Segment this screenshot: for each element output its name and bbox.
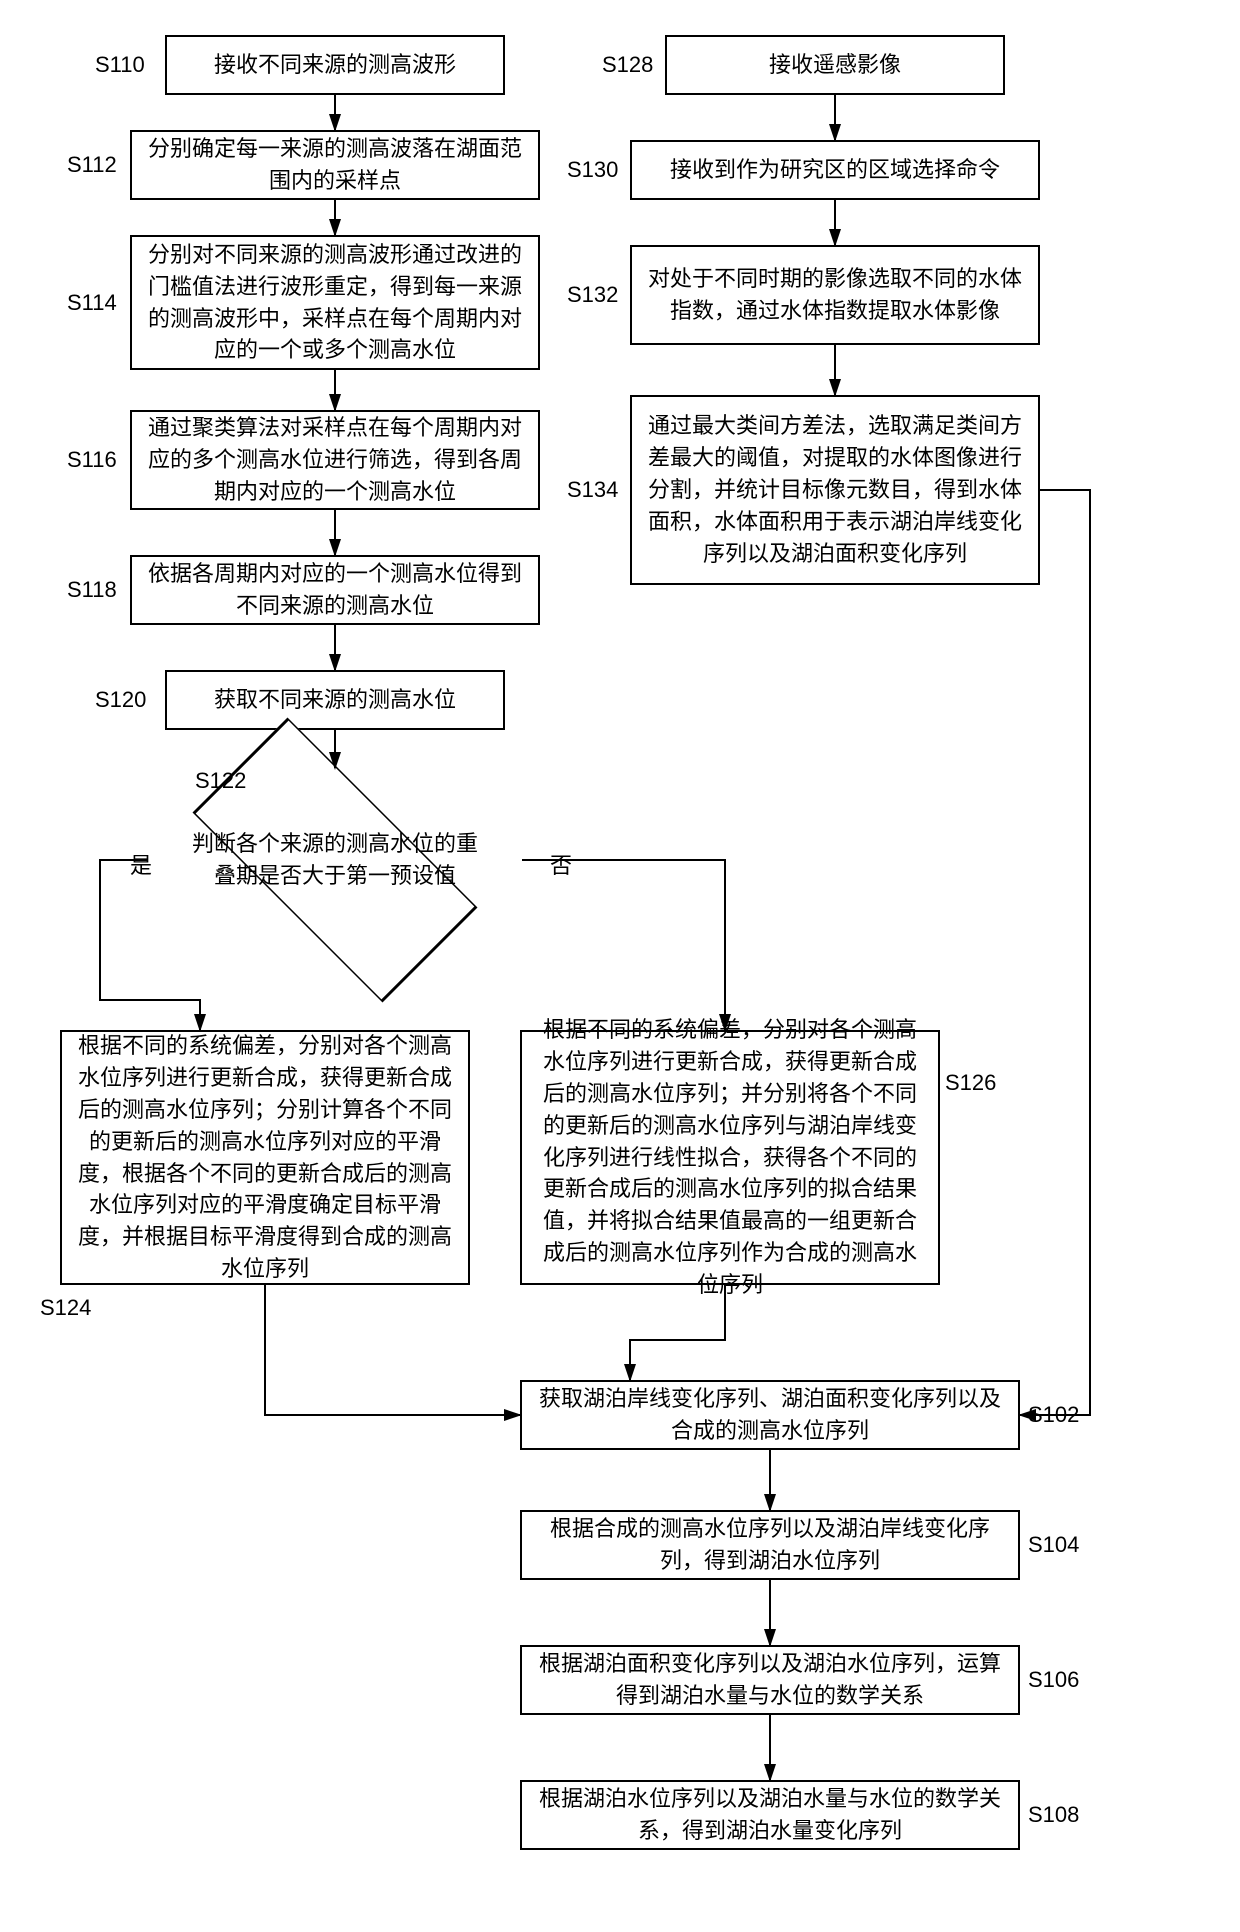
- step-label-s124: S124: [40, 1295, 91, 1321]
- node-text: 分别确定每一来源的测高波落在湖面范围内的采样点: [146, 133, 524, 197]
- step-label-s118: S118: [67, 577, 117, 603]
- node-s102: 获取湖泊岸线变化序列、湖泊面积变化序列以及合成的测高水位序列: [520, 1380, 1020, 1450]
- node-text: 根据湖泊水位序列以及湖泊水量与水位的数学关系，得到湖泊水量变化序列: [536, 1783, 1004, 1847]
- decision-no-label: 否: [550, 848, 572, 880]
- node-s130: 接收到作为研究区的区域选择命令: [630, 140, 1040, 200]
- step-label-s112: S112: [67, 152, 117, 178]
- step-label-s128: S128: [602, 52, 653, 78]
- node-text: 获取不同来源的测高水位: [214, 684, 456, 716]
- node-text: 根据湖泊面积变化序列以及湖泊水位序列，运算得到湖泊水量与水位的数学关系: [536, 1648, 1004, 1712]
- node-text: 判断各个来源的测高水位的重叠期是否大于第一预设值: [185, 828, 485, 892]
- node-text: 根据不同的系统偏差，分别对各个测高水位序列进行更新合成，获得更新合成后的测高水位…: [76, 1030, 454, 1285]
- node-s126: 根据不同的系统偏差，分别对各个测高水位序列进行更新合成，获得更新合成后的测高水位…: [520, 1030, 940, 1285]
- step-label-s120: S120: [95, 687, 146, 713]
- node-s116: 通过聚类算法对采样点在每个周期内对应的多个测高水位进行筛选，得到各周期内对应的一…: [130, 410, 540, 510]
- step-label-s104: S104: [1028, 1532, 1079, 1558]
- step-label-s134: S134: [567, 477, 618, 503]
- step-label-s122: S122: [195, 768, 246, 794]
- node-text: 通过最大类间方差法，选取满足类间方差最大的阈值，对提取的水体图像进行分割，并统计…: [646, 410, 1024, 569]
- node-s106: 根据湖泊面积变化序列以及湖泊水位序列，运算得到湖泊水量与水位的数学关系: [520, 1645, 1020, 1715]
- node-s110: 接收不同来源的测高波形: [165, 35, 505, 95]
- node-s120: 获取不同来源的测高水位: [165, 670, 505, 730]
- node-s134: 通过最大类间方差法，选取满足类间方差最大的阈值，对提取的水体图像进行分割，并统计…: [630, 395, 1040, 585]
- node-s128: 接收遥感影像: [665, 35, 1005, 95]
- step-label-s116: S116: [67, 447, 117, 473]
- step-label-s114: S114: [67, 290, 117, 316]
- step-label-s110: S110: [95, 52, 145, 78]
- step-label-s126: S126: [945, 1070, 996, 1096]
- node-text: 对处于不同时期的影像选取不同的水体指数，通过水体指数提取水体影像: [646, 263, 1024, 327]
- node-s112: 分别确定每一来源的测高波落在湖面范围内的采样点: [130, 130, 540, 200]
- node-text: 根据不同的系统偏差，分别对各个测高水位序列进行更新合成，获得更新合成后的测高水位…: [536, 1014, 924, 1301]
- step-label-s102: S102: [1028, 1402, 1079, 1428]
- node-s132: 对处于不同时期的影像选取不同的水体指数，通过水体指数提取水体影像: [630, 245, 1040, 345]
- node-text: 接收到作为研究区的区域选择命令: [670, 154, 1000, 186]
- step-label-s106: S106: [1028, 1667, 1079, 1693]
- node-text: 根据合成的测高水位序列以及湖泊岸线变化序列，得到湖泊水位序列: [536, 1513, 1004, 1577]
- step-label-s108: S108: [1028, 1802, 1079, 1828]
- node-s108: 根据湖泊水位序列以及湖泊水量与水位的数学关系，得到湖泊水量变化序列: [520, 1780, 1020, 1850]
- decision-s122-text: 判断各个来源的测高水位的重叠期是否大于第一预设值: [185, 820, 485, 900]
- node-text: 获取湖泊岸线变化序列、湖泊面积变化序列以及合成的测高水位序列: [536, 1383, 1004, 1447]
- node-s104: 根据合成的测高水位序列以及湖泊岸线变化序列，得到湖泊水位序列: [520, 1510, 1020, 1580]
- decision-yes-label: 是: [130, 848, 152, 880]
- node-text: 依据各周期内对应的一个测高水位得到不同来源的测高水位: [146, 558, 524, 622]
- node-text: 接收不同来源的测高波形: [214, 49, 456, 81]
- node-text: 通过聚类算法对采样点在每个周期内对应的多个测高水位进行筛选，得到各周期内对应的一…: [146, 412, 524, 508]
- node-text: 分别对不同来源的测高波形通过改进的门槛值法进行波形重定，得到每一来源的测高波形中…: [146, 239, 524, 367]
- node-s114: 分别对不同来源的测高波形通过改进的门槛值法进行波形重定，得到每一来源的测高波形中…: [130, 235, 540, 370]
- step-label-s130: S130: [567, 157, 618, 183]
- node-s124: 根据不同的系统偏差，分别对各个测高水位序列进行更新合成，获得更新合成后的测高水位…: [60, 1030, 470, 1285]
- node-s118: 依据各周期内对应的一个测高水位得到不同来源的测高水位: [130, 555, 540, 625]
- node-text: 接收遥感影像: [769, 49, 901, 81]
- step-label-s132: S132: [567, 282, 618, 308]
